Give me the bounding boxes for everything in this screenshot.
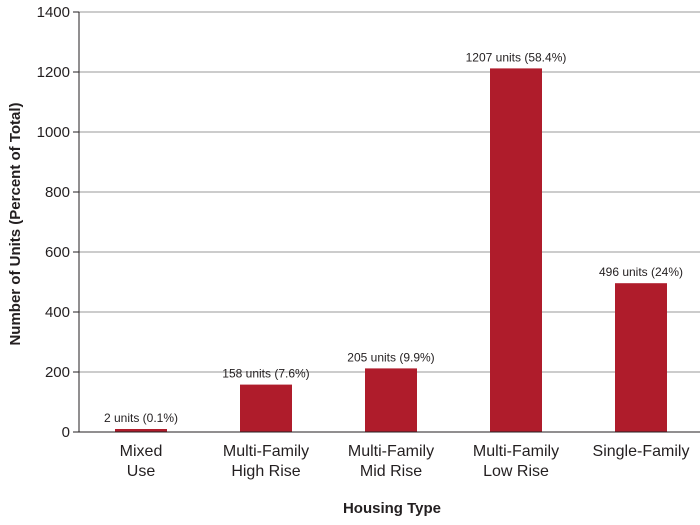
- bar: [490, 68, 542, 433]
- bar-data-label: 1207 units (58.4%): [466, 50, 567, 64]
- y-axis: 0 200 400 600 800 1000 1200 1400: [37, 4, 80, 441]
- bar-data-label: 2 units (0.1%): [104, 411, 178, 425]
- y-tick-label: 1200: [37, 64, 70, 81]
- bar-data-label: 205 units (9.9%): [347, 350, 434, 364]
- x-axis-title: Housing Type: [343, 500, 441, 517]
- x-category-label: Mid Rise: [360, 463, 422, 480]
- y-tick-label: 200: [45, 364, 70, 381]
- bar: [615, 283, 667, 432]
- bar-data-label: 158 units (7.6%): [222, 367, 309, 381]
- y-tick-label: 1000: [37, 124, 70, 141]
- bar: [240, 384, 292, 432]
- y-tick-label: 800: [45, 184, 70, 201]
- data-labels: 2 units (0.1%) 158 units (7.6%) 205 units …: [104, 50, 683, 425]
- x-category-label: Multi-Family: [348, 443, 434, 460]
- bar-data-label: 496 units (24%): [599, 265, 683, 279]
- y-axis-title: Number of Units (Percent of Total): [7, 102, 24, 345]
- x-category-label: Use: [127, 463, 156, 480]
- x-category-label: Low Rise: [483, 463, 549, 480]
- x-axis: Mixed Use Multi-Family High Rise Multi-Famil…: [79, 431, 700, 480]
- x-category-label: Single-Family: [593, 443, 690, 460]
- x-category-label: Multi-Family: [473, 443, 559, 460]
- bar: [365, 368, 417, 432]
- y-tick-label: 1400: [37, 4, 70, 21]
- y-tick-label: 600: [45, 244, 70, 261]
- bars: [115, 68, 667, 433]
- gridlines: [79, 11, 700, 373]
- y-tick-label: 400: [45, 304, 70, 321]
- x-category-label: Multi-Family: [223, 443, 309, 460]
- bar: [115, 429, 167, 432]
- x-category-label: High Rise: [231, 463, 300, 480]
- y-tick-label: 0: [62, 424, 70, 441]
- x-category-label: Mixed: [120, 443, 163, 460]
